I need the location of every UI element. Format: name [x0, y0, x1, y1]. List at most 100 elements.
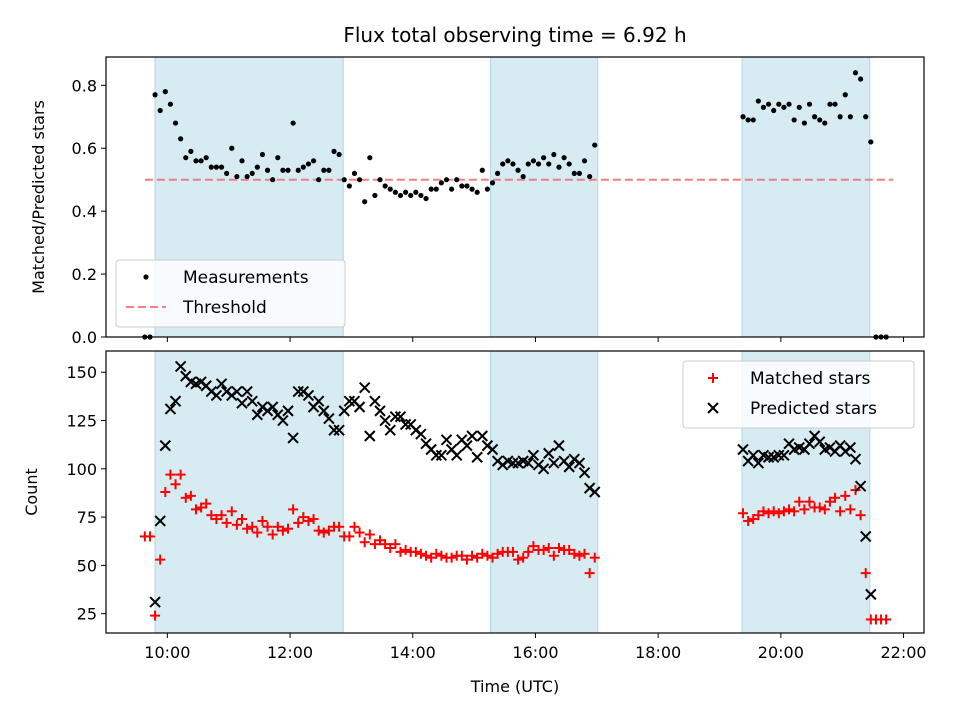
data-point — [159, 439, 172, 452]
data-point-b — [757, 449, 770, 462]
data-point-b — [471, 451, 483, 463]
data-point — [295, 167, 301, 173]
panel-1: 0.0 0.2 0.4 0.6 0.8 Measurements Threshold — [72, 56, 925, 347]
data-point — [236, 397, 248, 409]
legend: Measurements Threshold — [115, 259, 346, 328]
data-point — [803, 438, 816, 450]
data-point — [157, 107, 163, 114]
data-point — [579, 548, 590, 559]
data-point — [385, 543, 396, 554]
data-point — [446, 552, 457, 563]
data-point — [791, 117, 797, 123]
data-point — [215, 378, 228, 390]
data-point — [229, 145, 235, 151]
data-point — [362, 199, 368, 205]
data-point — [387, 186, 393, 192]
data-point — [513, 554, 524, 565]
data-point — [384, 424, 396, 436]
data-point — [234, 173, 240, 180]
y-tick-label: 125 — [66, 412, 97, 431]
data-point-b — [435, 449, 448, 462]
data-point — [459, 183, 465, 189]
data-point — [408, 192, 414, 199]
data-point-b — [236, 397, 248, 409]
legend-label: Matched stars — [750, 369, 870, 389]
data-point — [522, 457, 534, 469]
data-point — [573, 457, 586, 469]
data-point — [164, 403, 177, 415]
data-point-b — [159, 439, 172, 452]
data-point-b — [251, 409, 264, 421]
data-point — [824, 496, 835, 507]
plot-frame — [105, 56, 925, 338]
data-point — [578, 466, 591, 479]
data-point — [758, 506, 769, 517]
data-point — [190, 504, 201, 515]
data-point — [541, 155, 547, 161]
data-point — [438, 180, 444, 186]
data-point — [431, 548, 442, 559]
data-point-b — [364, 430, 376, 442]
data-point-b — [292, 385, 304, 398]
data-point-b — [200, 380, 212, 392]
data-point — [469, 186, 475, 192]
data-point-b — [149, 596, 161, 608]
data-point — [382, 183, 388, 189]
data-point — [449, 186, 455, 192]
data-point — [500, 161, 506, 167]
data-point — [860, 568, 871, 579]
data-point-b — [282, 405, 294, 417]
data-point — [239, 158, 245, 164]
data-point — [175, 469, 186, 480]
data-point — [167, 101, 174, 107]
data-point-b — [543, 447, 555, 460]
data-point — [822, 120, 828, 126]
data-point-b — [507, 457, 519, 469]
data-point-b — [404, 418, 417, 431]
data-point — [292, 385, 304, 398]
data-point — [152, 92, 158, 98]
data-point — [251, 409, 264, 421]
data-point-b — [451, 449, 463, 462]
data-point-b — [389, 410, 402, 423]
series-predicted-stars — [149, 360, 877, 608]
data-point — [266, 401, 279, 413]
data-point — [745, 117, 751, 123]
data-point — [592, 142, 598, 148]
data-point — [318, 527, 329, 538]
data-point — [280, 167, 286, 173]
data-point — [346, 183, 352, 189]
data-point — [211, 514, 222, 525]
data-point — [380, 539, 391, 550]
top-y-axis-label: Matched/Predicted stars — [29, 100, 48, 294]
data-point-b — [527, 449, 540, 462]
data-point-b — [185, 376, 197, 388]
data-point — [154, 515, 166, 527]
data-point — [241, 385, 253, 398]
data-point — [743, 515, 754, 526]
data-point — [482, 550, 493, 561]
data-point — [510, 161, 516, 167]
data-point — [364, 529, 375, 540]
data-point-b — [553, 439, 565, 452]
data-point — [257, 515, 268, 526]
data-point — [415, 548, 426, 559]
data-point-b — [440, 434, 453, 446]
data-point — [528, 541, 539, 552]
data-point — [855, 510, 866, 521]
data-point — [546, 161, 552, 167]
x-tick-label: 12:00 — [267, 643, 313, 662]
data-point — [564, 544, 575, 555]
data-point — [461, 554, 472, 565]
data-point — [318, 405, 330, 417]
data-point — [285, 167, 291, 173]
data-point — [259, 151, 266, 158]
data-point — [762, 451, 775, 463]
data-point — [551, 151, 557, 158]
data-point — [210, 389, 223, 402]
data-point — [538, 544, 549, 555]
data-point-b — [793, 441, 805, 454]
data-point — [492, 548, 503, 559]
data-point — [456, 550, 467, 561]
data-point — [768, 506, 779, 517]
